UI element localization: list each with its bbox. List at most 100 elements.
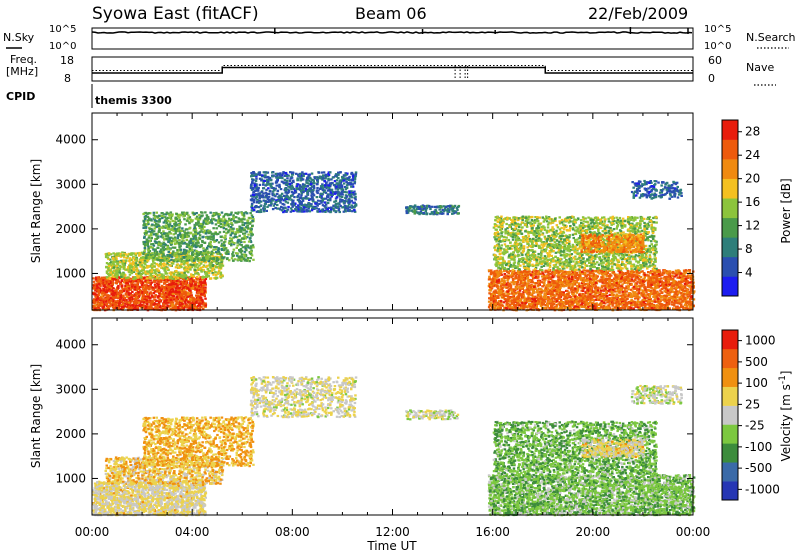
range-cell [151, 223, 154, 226]
range-cell [168, 230, 171, 233]
range-cell [187, 295, 190, 298]
range-cell [145, 304, 148, 307]
range-cell [128, 270, 131, 274]
range-cell [143, 308, 146, 311]
range-cell [278, 183, 281, 186]
range-cell [181, 295, 185, 298]
range-cell [198, 291, 201, 294]
range-cell [107, 286, 110, 289]
range-cell [217, 249, 220, 252]
range-cell [282, 194, 286, 197]
range-cell [221, 264, 225, 267]
range-cell [114, 281, 118, 284]
range-cell [298, 173, 302, 177]
range-cell [129, 300, 133, 303]
range-cell [170, 300, 174, 303]
range-cell [161, 305, 165, 308]
range-cell [214, 271, 217, 274]
range-cell [153, 283, 157, 286]
range-cell [136, 282, 139, 285]
range-cell [139, 259, 143, 262]
range-cell [305, 181, 308, 184]
range-cell [113, 304, 116, 307]
range-cell [102, 301, 105, 304]
range-cell [209, 262, 212, 265]
range-cell [274, 172, 278, 175]
range-cell [308, 179, 311, 182]
range-cell [104, 285, 107, 288]
range-cell [130, 265, 134, 269]
range-cell [277, 196, 281, 199]
range-cell [131, 306, 134, 309]
range-cell [152, 260, 155, 263]
range-cell [157, 290, 161, 293]
range-cell [148, 276, 152, 279]
range-cell [138, 251, 141, 255]
range-cell [159, 250, 163, 253]
range-cell [186, 284, 190, 287]
range-cell [139, 281, 143, 284]
range-cell [405, 206, 408, 209]
range-cell [182, 277, 185, 280]
range-cell [267, 195, 271, 198]
range-cell [150, 281, 153, 284]
range-cell [195, 301, 198, 304]
range-cell [160, 212, 163, 215]
range-cell [102, 289, 106, 293]
range-cell [133, 306, 137, 310]
range-cell [141, 261, 144, 264]
range-cell [132, 277, 135, 280]
range-cell [121, 288, 125, 291]
range-cell [192, 280, 195, 283]
range-cell [99, 298, 103, 301]
range-cell [151, 300, 154, 303]
range-cell [264, 202, 267, 205]
noise-left-tick-top: 10^5 [49, 24, 76, 35]
range-cell [112, 296, 116, 300]
range-cell [425, 213, 428, 216]
range-cell [184, 287, 188, 290]
range-cell [145, 301, 149, 304]
range-cell [128, 257, 132, 260]
range-cell [171, 303, 174, 306]
range-cell [148, 296, 152, 299]
range-cell [152, 269, 156, 272]
range-cell [122, 273, 125, 276]
range-cell [271, 208, 275, 211]
range-cell [170, 294, 173, 297]
range-cell [212, 248, 215, 251]
range-cell [246, 257, 250, 260]
range-cell [134, 305, 138, 308]
range-cell [115, 254, 118, 257]
range-cell [198, 264, 201, 267]
range-cell [245, 259, 249, 262]
range-cell [197, 232, 200, 235]
range-cell [237, 239, 240, 242]
range-cell [185, 268, 188, 271]
range-cell [330, 181, 333, 185]
range-cell [114, 303, 118, 306]
range-cell [157, 286, 161, 289]
range-cell [354, 175, 357, 178]
range-cell [316, 199, 320, 202]
range-cell [110, 261, 113, 264]
range-cell [284, 181, 287, 184]
range-cell [353, 182, 356, 185]
range-cell [97, 276, 100, 279]
range-cell [227, 242, 231, 245]
range-cell [278, 176, 281, 179]
range-cell [406, 208, 409, 211]
range-cell [159, 299, 163, 302]
range-cell [132, 276, 135, 279]
range-cell [201, 214, 204, 217]
range-cell [314, 206, 317, 209]
range-cell [135, 272, 138, 276]
freq-tick-top: 18 [60, 54, 74, 67]
range-cell [271, 175, 274, 178]
range-cell [144, 226, 148, 229]
range-cell [225, 227, 228, 231]
range-cell [115, 276, 119, 279]
range-cell [160, 293, 164, 296]
noise-search-label: N.Search [746, 31, 796, 44]
range-cell [163, 278, 166, 281]
